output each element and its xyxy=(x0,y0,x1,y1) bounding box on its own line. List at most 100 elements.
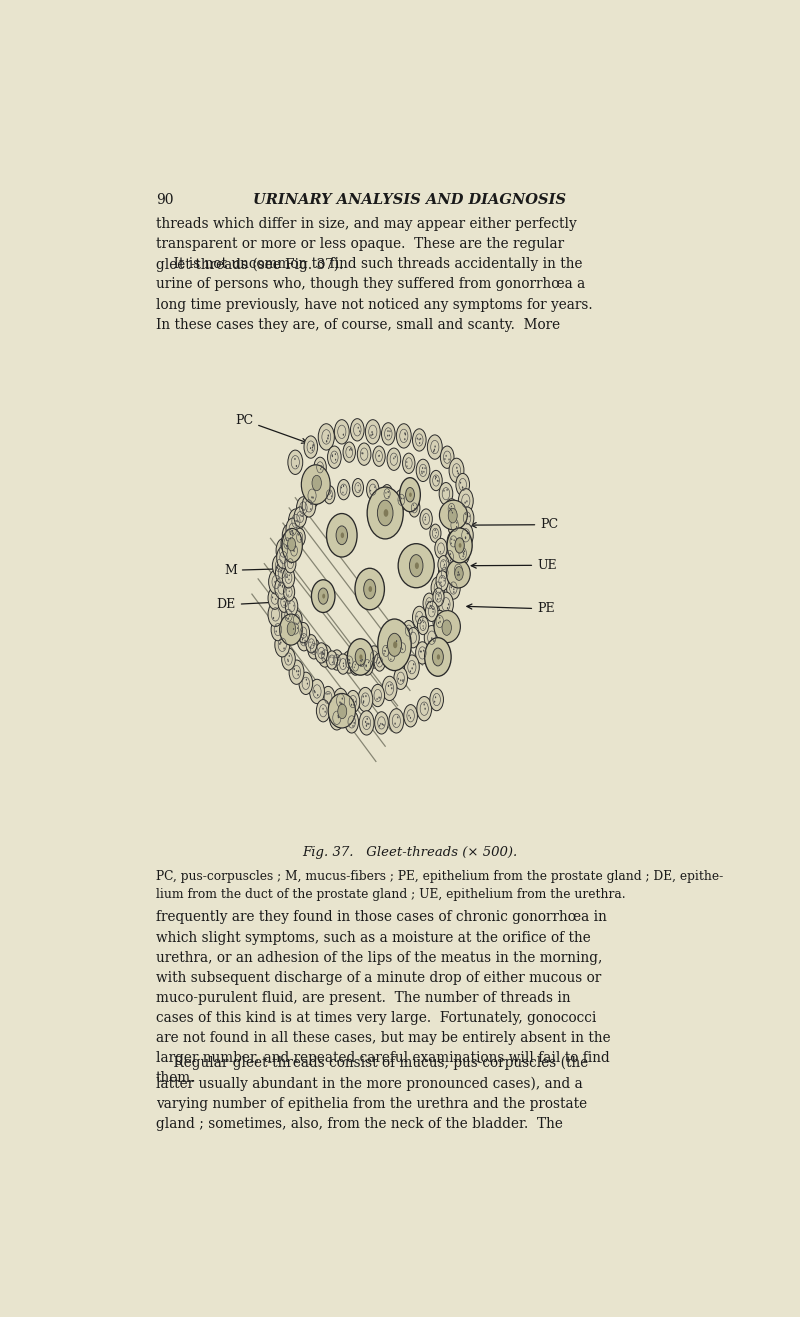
Circle shape xyxy=(293,532,294,535)
Circle shape xyxy=(402,680,403,682)
Circle shape xyxy=(425,468,426,469)
Circle shape xyxy=(278,565,279,566)
Circle shape xyxy=(455,537,464,553)
Circle shape xyxy=(438,562,451,583)
Circle shape xyxy=(398,678,399,680)
Circle shape xyxy=(405,655,419,680)
Circle shape xyxy=(466,500,467,502)
Circle shape xyxy=(350,657,361,676)
Circle shape xyxy=(310,503,312,504)
Circle shape xyxy=(450,508,451,510)
Circle shape xyxy=(386,647,387,648)
Circle shape xyxy=(395,490,407,510)
Circle shape xyxy=(421,651,422,652)
Circle shape xyxy=(374,486,375,489)
Circle shape xyxy=(394,456,396,458)
Circle shape xyxy=(327,446,341,469)
Circle shape xyxy=(341,486,342,489)
Circle shape xyxy=(332,456,333,457)
Circle shape xyxy=(281,547,282,548)
Circle shape xyxy=(409,499,420,518)
Ellipse shape xyxy=(439,500,467,529)
Circle shape xyxy=(443,490,445,491)
Circle shape xyxy=(444,458,446,460)
Circle shape xyxy=(310,503,312,504)
Circle shape xyxy=(387,633,402,656)
Circle shape xyxy=(301,539,302,540)
Circle shape xyxy=(322,657,323,658)
Circle shape xyxy=(450,586,452,589)
Circle shape xyxy=(288,540,300,561)
Circle shape xyxy=(310,647,311,648)
Circle shape xyxy=(378,500,393,525)
Ellipse shape xyxy=(280,614,302,645)
Circle shape xyxy=(295,520,297,522)
Circle shape xyxy=(294,507,306,527)
Circle shape xyxy=(437,655,440,660)
Circle shape xyxy=(332,454,333,456)
Circle shape xyxy=(400,680,402,681)
Circle shape xyxy=(293,628,294,630)
Circle shape xyxy=(422,626,423,627)
Circle shape xyxy=(318,587,328,605)
Circle shape xyxy=(297,623,310,643)
Circle shape xyxy=(450,506,452,507)
Circle shape xyxy=(452,512,453,514)
Circle shape xyxy=(322,651,323,653)
Circle shape xyxy=(406,461,407,464)
Circle shape xyxy=(423,703,425,706)
Circle shape xyxy=(342,433,344,436)
Circle shape xyxy=(350,419,364,441)
Circle shape xyxy=(290,562,292,564)
Circle shape xyxy=(334,420,350,444)
Circle shape xyxy=(368,661,369,664)
Circle shape xyxy=(397,639,408,657)
Circle shape xyxy=(374,657,375,658)
Circle shape xyxy=(286,518,300,540)
Circle shape xyxy=(321,466,322,468)
Circle shape xyxy=(289,615,290,616)
Circle shape xyxy=(433,610,446,632)
Circle shape xyxy=(330,493,331,494)
Circle shape xyxy=(329,494,330,495)
Circle shape xyxy=(431,607,432,608)
Circle shape xyxy=(378,697,380,698)
Circle shape xyxy=(382,423,395,445)
Circle shape xyxy=(430,689,443,711)
Circle shape xyxy=(275,626,277,627)
Circle shape xyxy=(313,444,314,446)
Circle shape xyxy=(377,698,378,699)
Circle shape xyxy=(343,665,344,666)
Circle shape xyxy=(296,615,297,616)
Circle shape xyxy=(323,657,325,660)
Circle shape xyxy=(340,702,342,705)
Circle shape xyxy=(296,465,297,468)
Circle shape xyxy=(431,637,433,639)
Circle shape xyxy=(430,470,442,491)
Circle shape xyxy=(462,486,463,489)
Circle shape xyxy=(423,593,435,614)
Circle shape xyxy=(414,508,415,510)
Circle shape xyxy=(383,724,385,726)
Circle shape xyxy=(315,643,327,662)
Circle shape xyxy=(440,551,441,553)
Circle shape xyxy=(423,649,424,652)
Circle shape xyxy=(402,680,404,681)
Circle shape xyxy=(275,632,290,657)
Circle shape xyxy=(448,603,450,606)
Circle shape xyxy=(326,693,328,695)
Circle shape xyxy=(410,716,411,719)
Circle shape xyxy=(282,586,283,587)
Circle shape xyxy=(370,435,372,436)
Circle shape xyxy=(294,545,296,548)
Circle shape xyxy=(413,429,426,452)
Circle shape xyxy=(280,585,281,586)
Circle shape xyxy=(373,655,374,657)
Circle shape xyxy=(420,508,432,529)
Circle shape xyxy=(402,620,415,641)
Circle shape xyxy=(300,539,301,540)
Circle shape xyxy=(469,515,470,518)
Circle shape xyxy=(302,639,303,640)
Circle shape xyxy=(274,581,276,583)
Circle shape xyxy=(417,697,432,720)
